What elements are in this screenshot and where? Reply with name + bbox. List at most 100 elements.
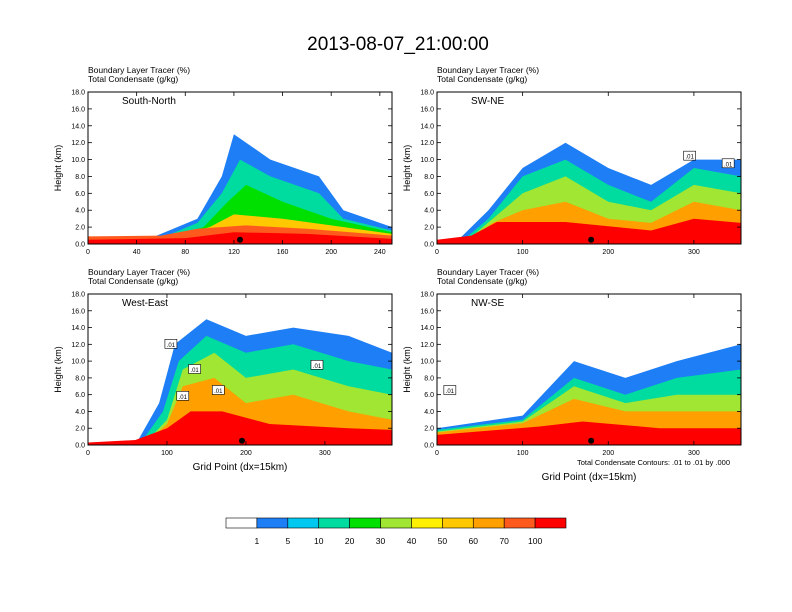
panel-subtitle-condensate: Total Condensate (g/kg) xyxy=(437,276,527,286)
contour-label-text: .01 xyxy=(214,389,223,395)
x-tick-label: 100 xyxy=(517,249,529,256)
contour-label: .01 xyxy=(164,339,178,349)
figure-title: 2013-08-07_21:00:00 xyxy=(307,34,489,55)
colorbar-swatch xyxy=(256,517,289,529)
y-tick-label: 0.0 xyxy=(75,443,85,450)
contour-label-box xyxy=(176,391,190,401)
x-tick-label: 100 xyxy=(161,450,173,457)
y-tick-label: 18.0 xyxy=(420,292,434,299)
surface-marker xyxy=(238,437,245,444)
y-tick-label: 10.0 xyxy=(420,359,434,366)
contour-label-text: .01 xyxy=(446,389,455,395)
colorbar-swatch xyxy=(287,517,320,529)
colorbar-label: 100 xyxy=(528,536,542,546)
y-tick-label: 14.0 xyxy=(420,123,434,130)
contour-label: .01 xyxy=(310,360,324,370)
panel-frame xyxy=(436,293,742,446)
panel-subtitle-condensate: Total Condensate (g/kg) xyxy=(88,276,178,286)
y-tick-label: 14.0 xyxy=(420,325,434,332)
contour-label: .01 xyxy=(443,385,457,395)
x-tick-label: 200 xyxy=(325,249,337,256)
panel-subtitle-tracer: Boundary Layer Tracer (%) xyxy=(437,65,539,75)
contour-label-text: .01 xyxy=(167,343,176,349)
colorbar-label: 40 xyxy=(407,536,417,546)
y-tick-label: 4.0 xyxy=(424,409,434,416)
x-tick-label: 200 xyxy=(602,249,614,256)
y-tick-label: 2.0 xyxy=(424,426,434,433)
field-fill xyxy=(88,134,392,244)
panel-name: NW-SE xyxy=(471,298,504,309)
y-tick-label: 12.0 xyxy=(420,342,434,349)
x-tick-label: 160 xyxy=(277,249,289,256)
field-fill xyxy=(437,344,741,445)
y-tick-label: 6.0 xyxy=(75,392,85,399)
contour-label: .01 xyxy=(721,158,735,168)
panel-name: West-East xyxy=(122,298,168,309)
contour-label-text: .01 xyxy=(179,395,188,401)
colorbar-swatch xyxy=(225,517,258,529)
surface-marker xyxy=(588,236,595,243)
colorbar-label: 30 xyxy=(376,536,386,546)
x-tick-label: 0 xyxy=(86,450,90,457)
x-tick-label: 0 xyxy=(435,249,439,256)
y-tick-label: 14.0 xyxy=(71,123,85,130)
x-axis-label: Grid Point (dx=15km) xyxy=(542,472,637,483)
y-axis-label: Height (km) xyxy=(53,346,63,393)
colorbar-swatch xyxy=(442,517,474,529)
y-tick-label: 2.0 xyxy=(424,225,434,232)
panel-subtitle-condensate: Total Condensate (g/kg) xyxy=(437,74,527,84)
y-tick-label: 16.0 xyxy=(71,308,85,315)
colorbar-swatch xyxy=(411,517,443,529)
y-axis-label: Height (km) xyxy=(402,145,412,192)
panel-frame xyxy=(87,293,393,446)
y-tick-label: 14.0 xyxy=(71,325,85,332)
colorbar-swatch xyxy=(472,517,505,529)
contour-label-box xyxy=(310,360,324,370)
x-tick-label: 80 xyxy=(181,249,189,256)
y-tick-label: 6.0 xyxy=(424,392,434,399)
y-tick-label: 16.0 xyxy=(420,106,434,113)
colorbar-label: 70 xyxy=(499,536,509,546)
x-tick-label: 0 xyxy=(435,450,439,457)
y-tick-label: 4.0 xyxy=(75,208,85,215)
contour-label: .01 xyxy=(176,391,190,401)
field-band xyxy=(437,218,741,244)
y-tick-label: 16.0 xyxy=(420,308,434,315)
contour-label-text: .01 xyxy=(190,368,199,374)
contour-label-text: .01 xyxy=(724,162,733,168)
x-tick-label: 100 xyxy=(517,450,529,457)
x-axis-label: Grid Point (dx=15km) xyxy=(193,462,288,473)
y-axis-label: Height (km) xyxy=(402,346,412,393)
y-tick-label: 4.0 xyxy=(75,409,85,416)
y-tick-label: 12.0 xyxy=(71,140,85,147)
panel-south-north: Boundary Layer Tracer (%)Total Condensat… xyxy=(53,65,393,256)
panel-subtitle-tracer: Boundary Layer Tracer (%) xyxy=(88,65,190,75)
colorbar-swatch xyxy=(349,517,381,529)
y-tick-label: 18.0 xyxy=(71,90,85,97)
y-tick-label: 10.0 xyxy=(71,359,85,366)
colorbar-label: 1 xyxy=(255,536,260,546)
contour-label-text: .01 xyxy=(313,364,322,370)
panel-frame xyxy=(87,91,393,245)
panel-name: South-North xyxy=(122,96,176,107)
x-tick-label: 200 xyxy=(240,450,252,457)
y-tick-label: 0.0 xyxy=(424,242,434,249)
field-band xyxy=(437,421,741,445)
contour-note: Total Condensate Contours: .01 to .01 by… xyxy=(577,458,730,467)
y-tick-label: 12.0 xyxy=(71,342,85,349)
x-tick-label: 40 xyxy=(133,249,141,256)
y-tick-label: 12.0 xyxy=(420,140,434,147)
y-tick-label: 6.0 xyxy=(424,191,434,198)
field-fill xyxy=(437,142,741,244)
panel-sw-ne: Boundary Layer Tracer (%)Total Condensat… xyxy=(402,65,742,256)
contour-label: .01 xyxy=(211,385,225,395)
contour-label-box xyxy=(443,385,457,395)
panel-subtitle-tracer: Boundary Layer Tracer (%) xyxy=(437,267,539,277)
field-fill xyxy=(88,319,392,445)
y-axis-label: Height (km) xyxy=(53,145,63,192)
x-tick-label: 300 xyxy=(688,450,700,457)
contour-label-box xyxy=(211,385,225,395)
y-tick-label: 10.0 xyxy=(420,157,434,164)
x-tick-label: 200 xyxy=(602,450,614,457)
contour-label-text: .01 xyxy=(685,155,694,161)
